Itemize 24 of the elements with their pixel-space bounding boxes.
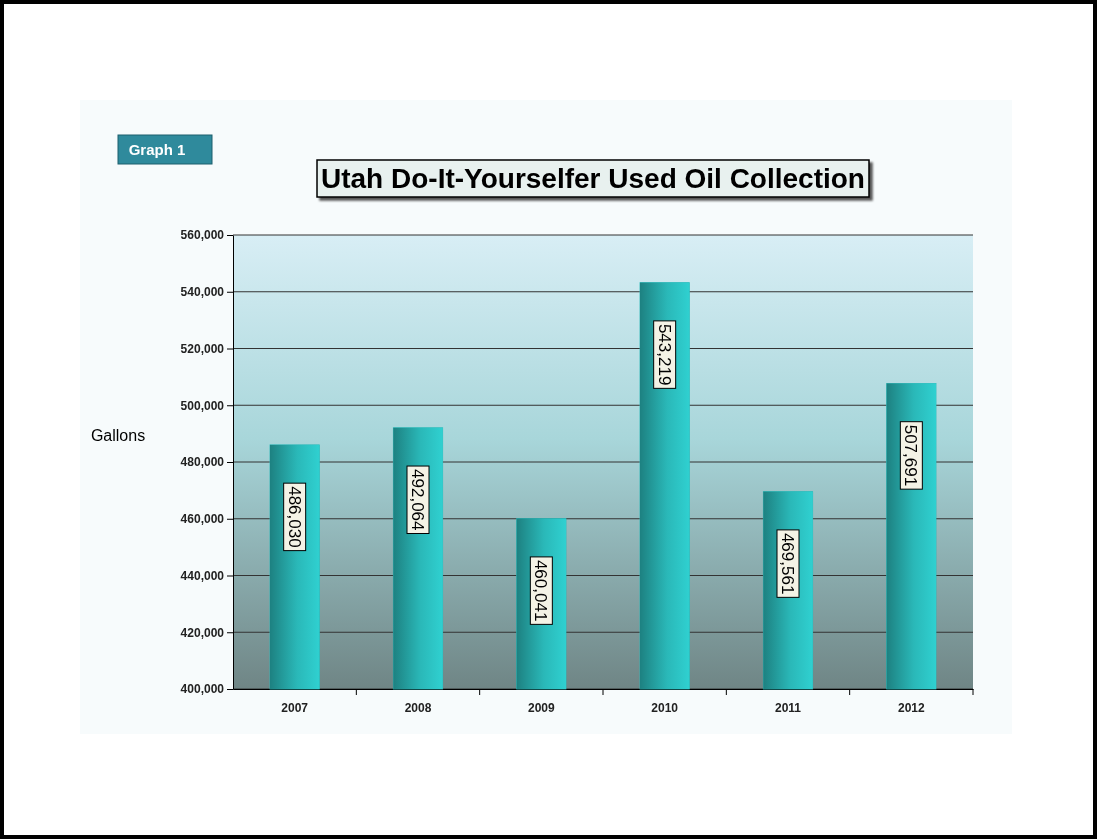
data-label: 543,219 — [654, 323, 674, 386]
y-tick-label: 540,000 — [180, 285, 225, 300]
data-label: 469,561 — [778, 532, 798, 595]
y-tick-label: 560,000 — [180, 228, 225, 243]
x-tick-label: 2010 — [651, 701, 679, 716]
chart-title: Utah Do-It-Yourselfer Used Oil Collection — [321, 163, 865, 194]
x-tick-label: 2008 — [404, 701, 432, 716]
x-tick-label: 2011 — [774, 701, 802, 716]
x-tick-label: 2007 — [281, 701, 309, 716]
x-tick-label: 2012 — [897, 701, 925, 716]
data-label: 486,030 — [284, 486, 304, 548]
y-tick-label: 400,000 — [180, 682, 225, 697]
data-label: 492,064 — [408, 469, 428, 531]
y-tick-label: 520,000 — [180, 341, 225, 356]
x-tick-label: 2009 — [527, 701, 555, 716]
y-tick-label: 460,000 — [180, 512, 225, 527]
y-axis-title: Gallons — [90, 427, 146, 444]
y-tick-label: 440,000 — [180, 568, 225, 583]
y-tick-label: 420,000 — [180, 625, 225, 640]
caption: Graph 1 — [128, 141, 186, 158]
y-tick-label: 500,000 — [180, 398, 225, 413]
data-label: 460,041 — [531, 559, 551, 622]
y-tick-label: 480,000 — [180, 455, 225, 470]
data-label: 507,691 — [901, 424, 921, 487]
